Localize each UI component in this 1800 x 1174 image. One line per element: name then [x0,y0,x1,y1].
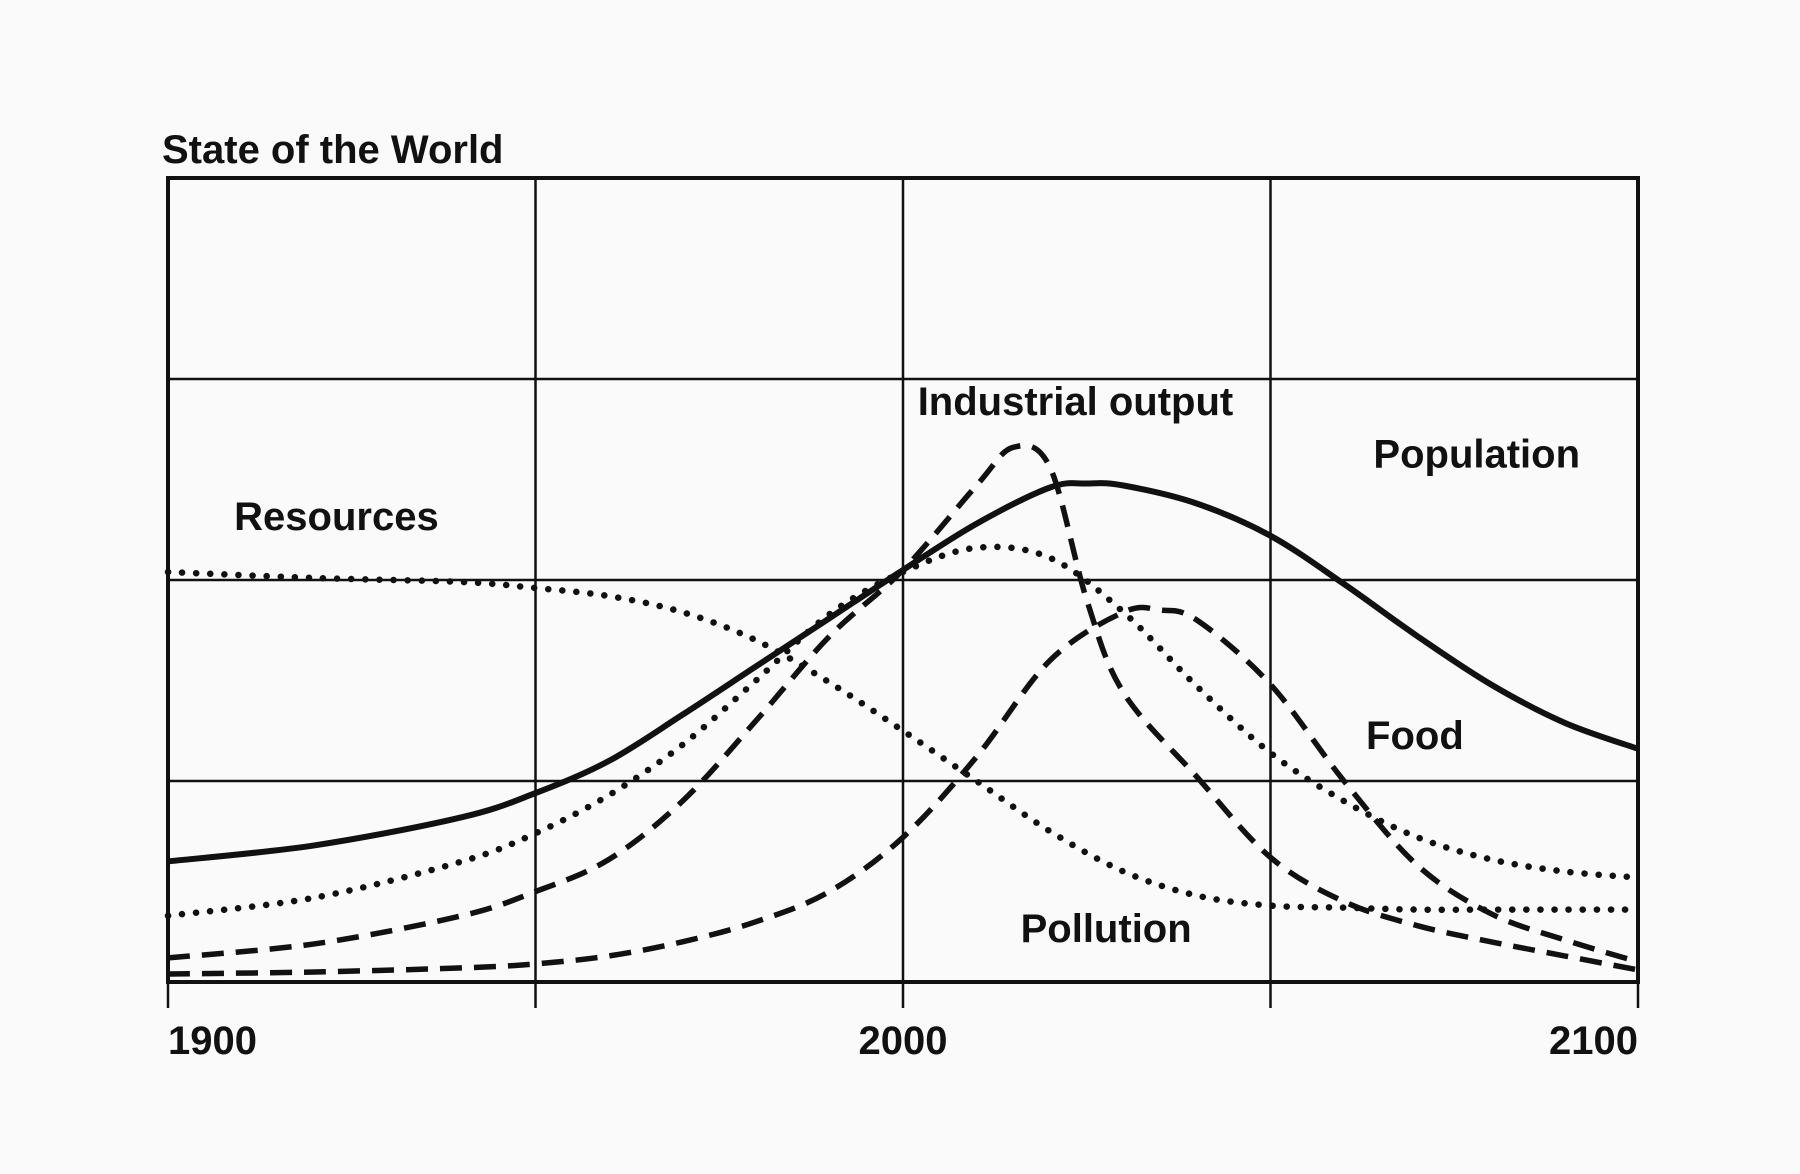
x-tick-label: 1900 [168,1019,257,1063]
annotation-resources: Resources [234,495,439,539]
annotation-food: Food [1366,714,1464,758]
series-population-line [167,480,1639,865]
grid [168,178,1638,982]
annotation-population: Population [1373,432,1580,476]
series-pollution-line [167,604,1639,977]
annotation-industrial-output: Industrial output [918,380,1234,424]
chart-title: State of the World [162,128,503,172]
series-group [164,442,1642,977]
x-tick-label: 2100 [1549,1019,1638,1063]
x-tick-label: 2000 [859,1019,948,1063]
annotations: Resources Industrial output Population Food… [234,380,1580,951]
x-axis-ticks: 1900 2000 2100 [166,982,1640,1063]
series-industrial-output-line [167,442,1639,973]
annotation-pollution: Pollution [1021,907,1192,951]
series-food-line [164,543,1642,919]
